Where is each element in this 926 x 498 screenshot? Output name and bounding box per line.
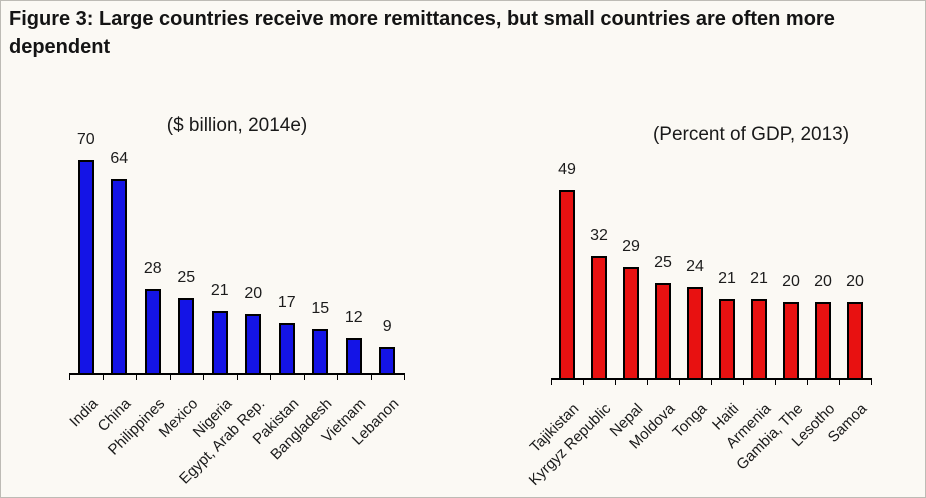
bar: [345, 338, 362, 375]
axis-tick-mark: [102, 373, 104, 380]
bar: [77, 160, 94, 375]
bar: [815, 302, 831, 380]
bar: [719, 299, 735, 380]
axis-tick-mark: [583, 378, 584, 385]
bar: [591, 256, 607, 380]
bar: [278, 323, 295, 375]
bar-value-label: 64: [110, 150, 129, 167]
bar-value-label: 24: [686, 258, 704, 275]
bar-value-label: 25: [177, 269, 196, 286]
bar-value-label: 20: [782, 273, 800, 290]
chart-subtitle-right: (Percent of GDP, 2013): [652, 124, 850, 145]
bar: [559, 190, 575, 380]
bar-value-label: 28: [143, 260, 162, 277]
axis-tick-mark: [169, 373, 171, 380]
bar: [178, 298, 195, 375]
axis-tick-mark: [404, 373, 405, 380]
bar-value-label: 21: [210, 282, 229, 299]
chart-subtitle-left: ($ billion, 2014e): [166, 115, 308, 136]
bar: [379, 347, 396, 375]
bar-value-label: 20: [244, 285, 263, 302]
axis-tick-mark: [303, 373, 305, 380]
bar: [312, 329, 329, 375]
figure-title: Figure 3: Large countries receive more r…: [9, 8, 835, 58]
axis-tick-mark: [807, 378, 808, 385]
bar: [623, 267, 639, 380]
bar-value-label: 49: [558, 161, 576, 178]
axis-tick-mark: [679, 378, 680, 385]
bar: [847, 302, 863, 380]
bar-value-label: 9: [382, 318, 392, 335]
axis-tick-mark: [69, 373, 70, 380]
bar: [111, 179, 128, 375]
bar-value-label: 32: [590, 227, 608, 244]
bar: [655, 283, 671, 380]
bar: [751, 299, 767, 380]
axis-tick-mark: [743, 378, 744, 385]
axis-tick-mark: [871, 378, 872, 385]
bar: [144, 289, 161, 375]
bar: [211, 311, 228, 375]
bar-value-label: 12: [344, 309, 363, 326]
axis-tick-mark: [370, 373, 372, 380]
axis-tick-mark: [337, 373, 338, 380]
bar-value-label: 70: [76, 131, 95, 148]
bar-value-label: 20: [814, 273, 832, 290]
bar-value-label: 20: [846, 273, 864, 290]
bar-value-label: 29: [622, 238, 640, 255]
axis-tick-mark: [775, 378, 776, 385]
bar-value-label: 17: [277, 294, 296, 311]
bar-value-label: 25: [654, 254, 672, 271]
axis-tick-mark: [647, 378, 648, 385]
bar: [687, 287, 703, 380]
axis-tick-mark: [270, 373, 271, 380]
axis-tick-mark: [136, 373, 137, 380]
bar-value-label: 15: [311, 300, 330, 317]
bar: [245, 314, 262, 375]
bar-value-label: 21: [750, 270, 768, 287]
bar-value-label: 21: [718, 270, 736, 287]
axis-tick-mark: [203, 373, 204, 380]
bar: [783, 302, 799, 380]
axis-tick-mark: [551, 378, 552, 385]
axis-tick-mark: [711, 378, 712, 385]
axis-tick-mark: [839, 378, 840, 385]
axis-tick-mark: [615, 378, 616, 385]
axis-tick-mark: [236, 373, 238, 380]
